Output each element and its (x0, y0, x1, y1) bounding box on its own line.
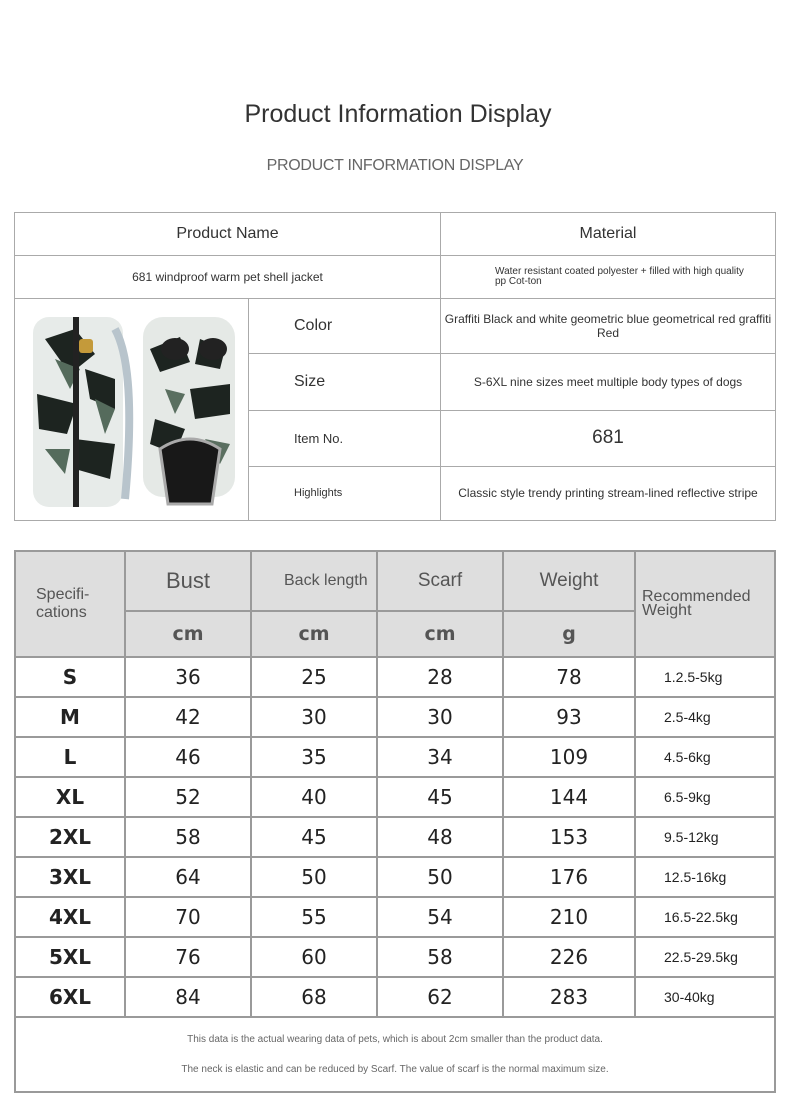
recommended-weight-cell: 1.2.5-5kg (634, 656, 776, 698)
page-subtitle: PRODUCT INFORMATION DISPLAY (266, 157, 524, 174)
recommended-weight-cell: 12.5-16kg (634, 856, 776, 898)
bust-cell: 58 (124, 816, 252, 858)
back-length-cell: 68 (250, 976, 378, 1018)
weight-cell: 144 (502, 776, 636, 818)
product-info-table: Product Name Material 681 windproof warm… (14, 212, 776, 522)
item-no-value: 681 (440, 409, 776, 467)
back-length-cell: 55 (250, 896, 378, 938)
unit-weight: g (502, 610, 636, 658)
size-cell: 5XL (14, 936, 126, 978)
header-recommended-weight: Recommended Weight (634, 550, 776, 658)
size-cell: 6XL (14, 976, 126, 1018)
bust-cell: 70 (124, 896, 252, 938)
table-row: 4XL 70 55 54 210 16.5-22.5kg (14, 896, 776, 938)
color-value: Graffiti Black and white geometric blue … (440, 297, 776, 355)
color-label: Color (248, 297, 441, 355)
product-name-header: Product Name (14, 212, 441, 256)
header-weight: Weight (502, 550, 636, 612)
scarf-cell: 28 (376, 656, 504, 698)
unit-scarf: cm (376, 610, 504, 658)
back-length-cell: 50 (250, 856, 378, 898)
table-row: 6XL 84 68 62 283 30-40kg (14, 976, 776, 1018)
size-cell: 2XL (14, 816, 126, 858)
jacket-front-image (33, 317, 134, 507)
back-length-cell: 30 (250, 696, 378, 738)
unit-back-length: cm (250, 610, 378, 658)
weight-cell: 109 (502, 736, 636, 778)
recommended-weight-cell: 9.5-12kg (634, 816, 776, 858)
bust-cell: 36 (124, 656, 252, 698)
table-row: 3XL 64 50 50 176 12.5-16kg (14, 856, 776, 898)
scarf-cell: 50 (376, 856, 504, 898)
highlights-value: Classic style trendy printing stream-lin… (440, 465, 776, 522)
recommended-weight-cell: 22.5-29.5kg (634, 936, 776, 978)
weight-cell: 210 (502, 896, 636, 938)
recommended-weight-cell: 30-40kg (634, 976, 776, 1018)
back-length-cell: 60 (250, 936, 378, 978)
table-row: S 36 25 28 78 1.2.5-5kg (14, 656, 776, 698)
recommended-weight-cell: 2.5-4kg (634, 696, 776, 738)
scarf-cell: 48 (376, 816, 504, 858)
weight-cell: 153 (502, 816, 636, 858)
recommended-weight-cell: 4.5-6kg (634, 736, 776, 778)
weight-cell: 93 (502, 696, 636, 738)
size-label: Size (248, 353, 441, 411)
scarf-cell: 34 (376, 736, 504, 778)
size-cell: L (14, 736, 126, 778)
back-length-cell: 40 (250, 776, 378, 818)
bust-cell: 42 (124, 696, 252, 738)
scarf-cell: 30 (376, 696, 504, 738)
size-cell: XL (14, 776, 126, 818)
scarf-cell: 54 (376, 896, 504, 938)
back-length-cell: 35 (250, 736, 378, 778)
weight-cell: 226 (502, 936, 636, 978)
header-bust: Bust (124, 550, 252, 612)
table-row: L 46 35 34 109 4.5-6kg (14, 736, 776, 778)
table-row: 2XL 58 45 48 153 9.5-12kg (14, 816, 776, 858)
bust-cell: 84 (124, 976, 252, 1018)
size-cell: 3XL (14, 856, 126, 898)
table-row: 5XL 76 60 58 226 22.5-29.5kg (14, 936, 776, 978)
scarf-cell: 62 (376, 976, 504, 1018)
scarf-cell: 45 (376, 776, 504, 818)
bust-cell: 46 (124, 736, 252, 778)
note-2: The neck is elastic and can be reduced b… (181, 1063, 609, 1075)
item-no-label: Item No. (248, 409, 441, 467)
page-title: Product Information Display (244, 100, 552, 128)
bust-cell: 76 (124, 936, 252, 978)
header-scarf: Scarf (376, 550, 504, 612)
jacket-back-image (143, 317, 235, 506)
bust-cell: 52 (124, 776, 252, 818)
weight-cell: 283 (502, 976, 636, 1018)
scarf-cell: 58 (376, 936, 504, 978)
product-name-value: 681 windproof warm pet shell jacket (14, 255, 441, 299)
notes: This data is the actual wearing data of … (14, 1016, 776, 1093)
product-image (14, 298, 249, 521)
material-value: Water resistant coated polyester + fille… (440, 255, 776, 299)
back-length-cell: 25 (250, 656, 378, 698)
weight-cell: 176 (502, 856, 636, 898)
material-header: Material (440, 212, 776, 256)
recommended-weight-cell: 6.5-9kg (634, 776, 776, 818)
note-1: This data is the actual wearing data of … (187, 1033, 603, 1045)
size-cell: M (14, 696, 126, 738)
back-length-cell: 45 (250, 816, 378, 858)
highlights-label: Highlights (248, 465, 441, 522)
header-specifications: Specifi-cations (14, 550, 126, 658)
size-cell: S (14, 656, 126, 698)
bust-cell: 64 (124, 856, 252, 898)
table-row: M 42 30 30 93 2.5-4kg (14, 696, 776, 738)
header-back-length: Back length (250, 550, 378, 612)
weight-cell: 78 (502, 656, 636, 698)
size-chart-table: Specifi-cations Bust Back length Scarf W… (14, 550, 776, 1093)
table-row: XL 52 40 45 144 6.5-9kg (14, 776, 776, 818)
recommended-weight-cell: 16.5-22.5kg (634, 896, 776, 938)
unit-bust: cm (124, 610, 252, 658)
size-cell: 4XL (14, 896, 126, 938)
size-value: S-6XL nine sizes meet multiple body type… (440, 353, 776, 411)
